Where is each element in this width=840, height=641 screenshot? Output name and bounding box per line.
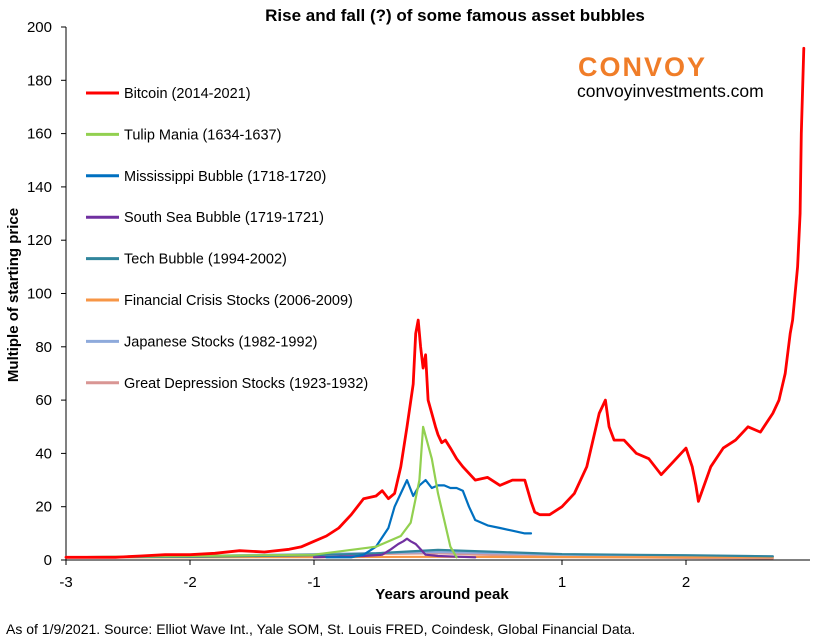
y-tick-label: 160	[27, 126, 52, 143]
x-tick-label: -3	[59, 574, 72, 591]
y-axis-title: Multiple of starting price	[5, 208, 22, 382]
legend-label: Financial Crisis Stocks (2006-2009)	[124, 293, 353, 309]
legend-label: Mississippi Bubble (1718-1720)	[124, 169, 326, 185]
legend-label: Tulip Mania (1634-1637)	[124, 127, 281, 143]
y-tick-label: 100	[27, 286, 52, 303]
series-line-2	[64, 425, 458, 559]
x-tick-label: -1	[307, 574, 320, 591]
y-tick-label: 80	[35, 339, 52, 356]
brand-url: convoyinvestments.com	[577, 81, 764, 101]
legend-label: Japanese Stocks (1982-1992)	[124, 334, 317, 350]
x-tick-label: 2	[682, 574, 690, 591]
axes: 0 20 40 60 80 100 120 140 160 180 200 -3 -2 -1 1 2	[27, 19, 810, 591]
series-line-1	[64, 46, 806, 559]
convoy-logo: CONVOY	[578, 52, 707, 82]
y-tick-label: 0	[44, 552, 52, 569]
legend-label: Great Depression Stocks (1923-1932)	[124, 376, 368, 392]
legend: Bitcoin (2014-2021) Tulip Mania (1634-163…	[86, 86, 368, 392]
chart-title: Rise and fall (?) of some famous asset b…	[265, 6, 645, 25]
series-line-4	[312, 537, 477, 559]
x-tick-label: 1	[558, 574, 566, 591]
series-line-3	[325, 479, 533, 559]
source-note: As of 1/9/2021. Source: Elliot Wave Int.…	[6, 621, 635, 637]
y-tick-label: 180	[27, 72, 52, 89]
y-tick-label: 200	[27, 19, 52, 36]
legend-label: Bitcoin (2014-2021)	[124, 86, 251, 102]
legend-label: Tech Bubble (1994-2002)	[124, 252, 287, 268]
y-tick-label: 60	[35, 392, 52, 409]
series-layer	[64, 46, 806, 560]
y-tick-label: 140	[27, 179, 52, 196]
y-tick-label: 20	[35, 499, 52, 516]
x-axis-title: Years around peak	[375, 586, 509, 603]
y-tick-label: 40	[35, 445, 52, 462]
y-tick-label: 120	[27, 232, 52, 249]
legend-label: South Sea Bubble (1719-1721)	[124, 210, 324, 226]
x-tick-label: -2	[183, 574, 196, 591]
